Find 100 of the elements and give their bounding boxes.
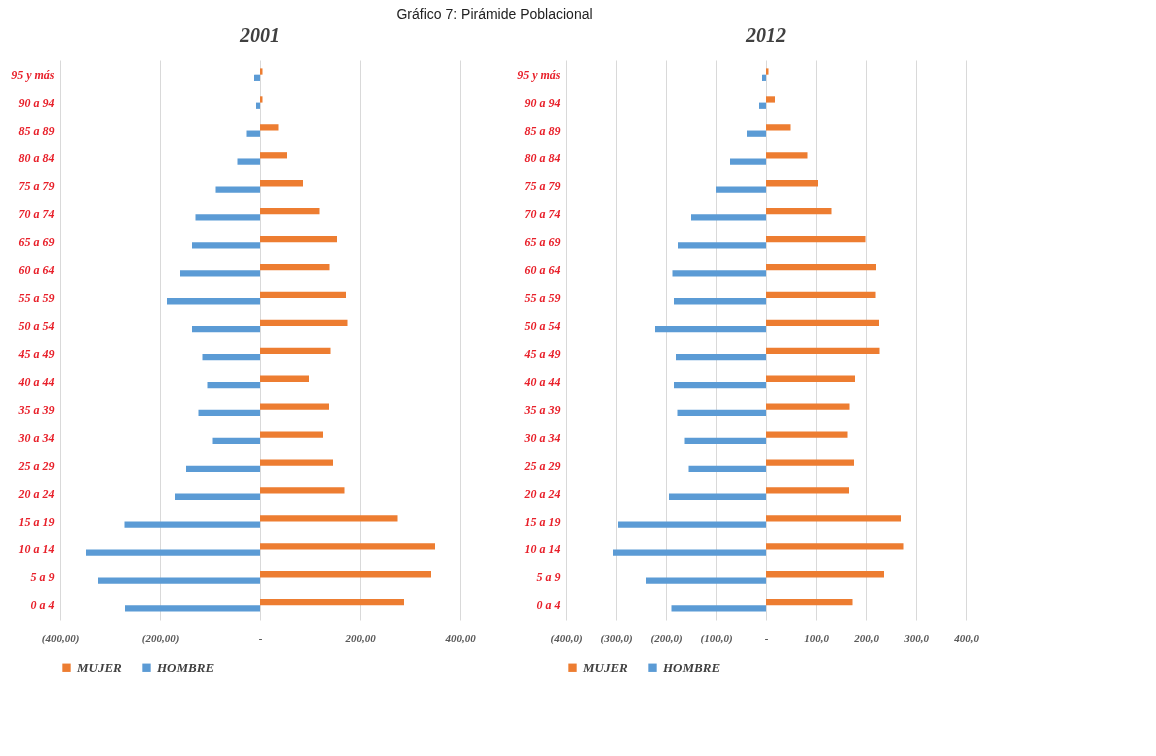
bar xyxy=(766,543,904,550)
x-tick-label: 200,0 xyxy=(853,631,880,644)
bar xyxy=(678,242,766,249)
y-tick-label: 35 a 39 xyxy=(523,402,561,417)
legend-label: HOMBRE xyxy=(156,659,215,675)
bar xyxy=(246,130,260,137)
bar xyxy=(260,487,345,494)
bar xyxy=(766,124,791,131)
bar xyxy=(766,208,832,215)
legend-label: MUJER xyxy=(76,659,123,675)
y-tick-label: 80 a 84 xyxy=(18,151,55,166)
bar xyxy=(766,68,769,75)
y-tick-label: 65 a 69 xyxy=(524,235,561,250)
chart-title: 2001 xyxy=(239,24,280,46)
x-tick-label: 400,00 xyxy=(444,631,477,644)
bar xyxy=(125,605,260,612)
bar xyxy=(766,263,876,271)
y-tick-label: 50 a 54 xyxy=(18,319,55,334)
bar xyxy=(260,68,263,75)
bar xyxy=(766,180,818,187)
x-tick-label: 200,00 xyxy=(344,631,377,644)
y-tick-label: 75 a 79 xyxy=(524,179,561,194)
y-tick-label: 85 a 89 xyxy=(18,123,55,138)
bar xyxy=(260,263,330,271)
y-tick-label: 30 a 34 xyxy=(17,430,55,445)
x-tick-label: (400,0) xyxy=(550,631,583,645)
bar xyxy=(260,124,279,131)
bar xyxy=(195,214,260,221)
y-tick-label: 15 a 19 xyxy=(524,514,561,529)
bar xyxy=(766,319,879,327)
bar xyxy=(766,599,853,606)
y-tick-label: 45 a 49 xyxy=(523,346,561,361)
bar xyxy=(672,270,766,277)
bar xyxy=(674,381,766,389)
bar xyxy=(260,403,329,410)
y-tick-label: 20 a 24 xyxy=(17,486,55,501)
y-tick-label: 70 a 74 xyxy=(524,207,561,222)
bar xyxy=(716,186,766,193)
y-tick-label: 40 a 44 xyxy=(523,374,561,389)
y-tick-label: 0 a 4 xyxy=(536,598,561,613)
bar xyxy=(766,403,850,410)
bar xyxy=(212,437,260,445)
x-tick-label: (100,0) xyxy=(700,631,733,645)
bar xyxy=(669,493,766,500)
y-tick-label: 85 a 89 xyxy=(524,123,561,138)
y-tick-label: 60 a 64 xyxy=(524,263,561,278)
y-tick-label: 10 a 14 xyxy=(18,542,55,557)
bar xyxy=(260,599,404,606)
x-tick-label: 100,0 xyxy=(804,631,830,644)
y-tick-label: 0 a 4 xyxy=(30,598,55,613)
y-tick-label: 30 a 34 xyxy=(523,430,561,445)
bar xyxy=(766,571,884,578)
y-tick-label: 40 a 44 xyxy=(17,374,55,389)
y-tick-label: 95 y más xyxy=(517,67,561,82)
bar xyxy=(671,605,766,612)
bar xyxy=(260,347,331,354)
bar xyxy=(256,102,260,109)
x-tick-label: (300,0) xyxy=(600,631,633,645)
bar xyxy=(766,235,866,243)
y-tick-label: 70 a 74 xyxy=(18,207,55,222)
bar xyxy=(260,431,323,438)
x-tick-label: 400,0 xyxy=(953,631,980,644)
bar xyxy=(86,549,260,556)
y-tick-label: 45 a 49 xyxy=(17,346,55,361)
bar xyxy=(98,577,260,584)
text: Gráfico 7: Pirámide Poblacional xyxy=(396,6,593,22)
bar xyxy=(766,487,849,494)
bar xyxy=(186,465,260,472)
bar xyxy=(207,381,260,389)
bar xyxy=(192,326,260,333)
bar xyxy=(192,242,260,249)
y-tick-label: 25 a 29 xyxy=(17,458,55,473)
bar xyxy=(175,493,260,500)
bar xyxy=(260,152,287,159)
bar xyxy=(766,431,848,438)
bar xyxy=(766,515,901,522)
bar xyxy=(762,74,766,81)
bar xyxy=(260,235,337,243)
bar xyxy=(237,158,260,165)
y-tick-label: 5 a 9 xyxy=(536,570,561,585)
y-tick-label: 80 a 84 xyxy=(524,151,561,166)
x-tick-label: (200,00) xyxy=(141,631,180,645)
y-tick-label: 50 a 54 xyxy=(524,319,561,334)
y-tick-label: 55 a 59 xyxy=(18,291,55,306)
bar xyxy=(215,186,260,193)
bar xyxy=(677,409,766,417)
bar xyxy=(730,158,766,165)
bar xyxy=(766,152,808,159)
bar xyxy=(766,291,876,299)
bar xyxy=(688,465,766,472)
legend-label: HOMBRE xyxy=(662,659,721,675)
bar xyxy=(674,298,766,305)
bar xyxy=(747,130,766,137)
y-tick-label: 75 a 79 xyxy=(18,179,55,194)
x-tick-label: (200,0) xyxy=(650,631,683,645)
y-tick-label: 90 a 94 xyxy=(18,95,55,110)
y-tick-label: 20 a 24 xyxy=(523,486,561,501)
bar xyxy=(260,291,346,299)
bar xyxy=(260,459,333,466)
bar xyxy=(260,515,398,522)
